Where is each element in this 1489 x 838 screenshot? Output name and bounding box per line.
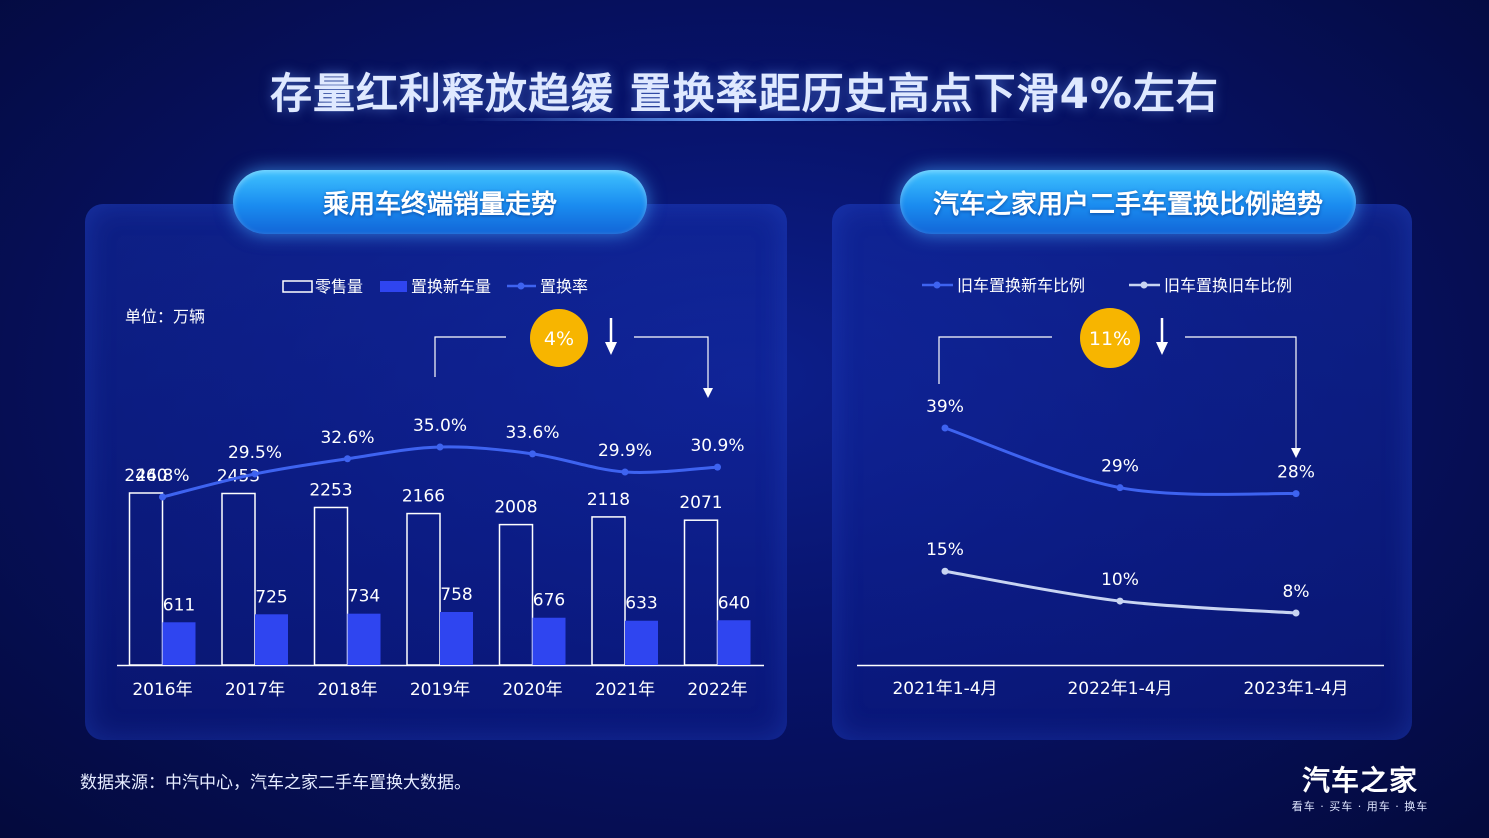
unit-label: 单位：万辆 xyxy=(125,307,205,326)
x-tick-label: 2020年 xyxy=(502,680,562,700)
legend-rate-dot xyxy=(517,282,525,290)
logo-text: 汽车之家 xyxy=(1301,764,1418,797)
legend-retail-swatch xyxy=(282,280,313,293)
left-badge-text: 4% xyxy=(544,328,574,350)
retail-bar xyxy=(221,492,256,666)
page-title: 存量红利释放趋缓 置换率距历史高点下滑4%左右 xyxy=(270,69,1219,118)
title-underline xyxy=(460,118,1030,121)
replacement-value-label: 676 xyxy=(533,591,565,611)
replacement-value-label: 633 xyxy=(625,594,657,614)
legend-retail-label: 零售量 xyxy=(315,277,363,296)
rate-point xyxy=(436,443,444,451)
replacement-value-label: 640 xyxy=(718,593,750,613)
retail-bar xyxy=(313,506,349,666)
replacement-value-label: 611 xyxy=(163,595,195,615)
replacement-value-label: 725 xyxy=(255,587,287,607)
replacement-bar xyxy=(255,614,288,665)
left-panel-title: 乘用车终端销量走势 xyxy=(233,170,647,234)
rate-point xyxy=(621,468,629,476)
rate-label: 32.6% xyxy=(320,428,374,448)
x-tick-label: 2021年 xyxy=(595,680,655,700)
rate-label: 30.9% xyxy=(690,436,744,456)
rate-point xyxy=(529,450,536,458)
logo-slogan: 看车 · 买车 · 用车 · 换车 xyxy=(1291,800,1429,813)
replacement-bar xyxy=(440,612,473,665)
retail-value-label: 2460 xyxy=(124,466,167,486)
replacement-bar xyxy=(717,620,751,665)
legend-replace-label: 置换新车量 xyxy=(411,277,491,296)
replacement-bar xyxy=(162,622,196,665)
retail-bar xyxy=(498,523,534,666)
x-tick-label: 2022年 xyxy=(687,680,747,700)
rate-point xyxy=(159,493,166,501)
rate-point xyxy=(344,455,351,463)
rate-label: 24.8% xyxy=(135,466,189,486)
left-bracket xyxy=(434,336,506,377)
replacement-bar xyxy=(625,620,658,665)
retail-value-label: 2166 xyxy=(402,487,445,507)
replacement-bar xyxy=(532,617,566,665)
retail-bar xyxy=(128,492,164,666)
rate-label: 29.5% xyxy=(228,443,282,463)
legend-replace-swatch xyxy=(380,281,407,292)
x-tick-label: 2018年 xyxy=(317,680,377,700)
retail-value-label: 2253 xyxy=(309,480,352,500)
retail-value-label: 2008 xyxy=(494,498,537,518)
retail-value-label: 2071 xyxy=(679,493,722,513)
replacement-bar xyxy=(347,613,381,665)
rate-point xyxy=(251,470,259,478)
legend-rate-label: 置换率 xyxy=(540,277,588,296)
retail-bar xyxy=(683,519,719,666)
rate-point xyxy=(714,463,721,471)
left-bracket-arrow xyxy=(703,388,713,398)
retail-value-label: 2118 xyxy=(587,490,630,510)
replacement-value-label: 734 xyxy=(348,587,380,607)
left-bracket-right xyxy=(634,336,709,390)
retail-bar xyxy=(406,512,441,666)
right-panel-title: 汽车之家用户二手车置换比例趋势 xyxy=(900,170,1356,234)
replacement-value-label: 758 xyxy=(440,585,472,605)
rate-label: 35.0% xyxy=(413,416,467,436)
rate-label: 33.6% xyxy=(505,423,559,443)
brand-logo: 汽车之家 看车 · 买车 · 用车 · 换车 xyxy=(1290,764,1430,814)
x-tick-label: 2017年 xyxy=(225,680,285,700)
data-source: 数据来源：中汽中心，汽车之家二手车置换大数据。 xyxy=(80,773,471,793)
left-down-arrow-head xyxy=(605,342,617,355)
retail-bar xyxy=(591,516,626,666)
x-tick-label: 2019年 xyxy=(410,680,470,700)
left-badge xyxy=(530,309,588,367)
x-tick-label: 2016年 xyxy=(132,680,192,700)
rate-label: 29.9% xyxy=(598,441,652,461)
